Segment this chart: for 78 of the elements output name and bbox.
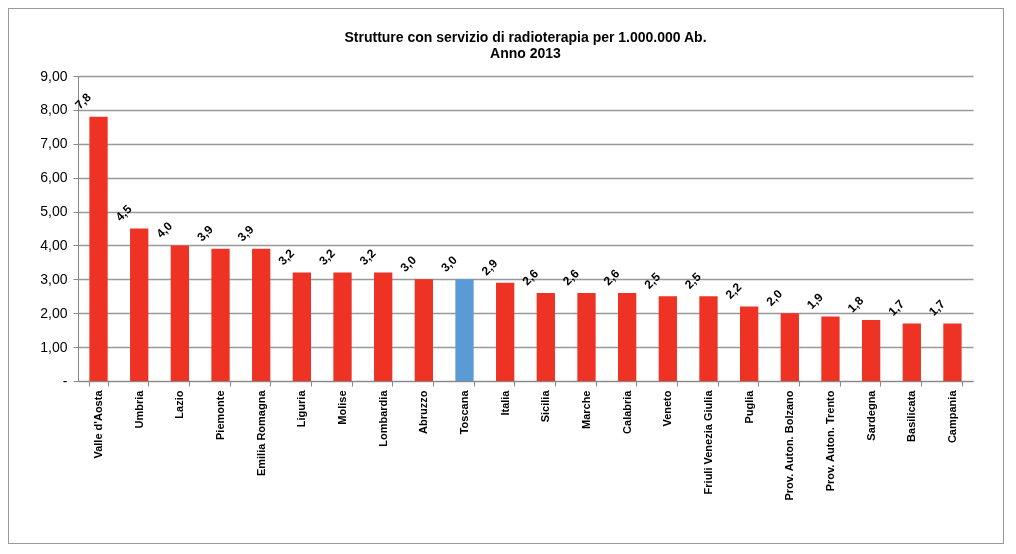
data-label: 3,2 [316,245,339,268]
chart-title: Strutture con servizio di radioterapia per 1.000.000 Ab. [344,29,707,45]
data-label: 3,2 [356,245,379,268]
y-tick-label: 3,00 [40,270,68,287]
bar [577,292,596,381]
data-label: 2,2 [722,279,745,302]
data-label: 4,5 [112,201,135,224]
x-tick-label: Veneto [661,390,674,427]
x-tick-label: Toscana [458,389,471,435]
y-tick-label: - [62,372,68,389]
bar [496,282,515,381]
bar [89,116,108,381]
data-label: 3,0 [438,252,461,275]
x-tick-label: Puglia [742,389,755,424]
x-tick-label: Marche [579,390,592,430]
x-tick-label: Calabria [620,389,633,434]
data-label: 1,8 [844,293,867,316]
x-tick-label: Piemonte [214,390,227,441]
chart-subtitle: Anno 2013 [490,45,562,61]
data-label: 3,0 [397,252,420,275]
data-label: 7,8 [72,90,95,112]
data-label: 4,0 [153,218,176,241]
y-tick-label: 9,00 [40,67,68,84]
data-label: 2,9 [478,256,501,279]
data-label: 1,7 [885,296,908,319]
data-label: 2,5 [641,269,664,292]
bar [861,320,881,381]
bar [943,323,962,381]
bar [821,316,840,381]
y-tick-label: 5,00 [40,203,68,220]
bar [170,245,190,381]
bar [292,272,311,381]
x-tick-label: Campania [945,389,958,444]
data-label: 2,0 [763,286,786,309]
data-label: 2,6 [600,266,623,289]
x-tick-label: Prov. Auton. Bolzano [783,390,796,501]
x-tick-label: Basilicata [905,389,918,442]
data-label: 3,2 [275,245,298,268]
y-tick-label: 1,00 [40,338,68,355]
x-tick-label: Liguria [295,389,308,428]
bar [618,292,637,381]
bar [536,292,555,381]
x-tick-label: Sardegna [864,389,877,441]
data-label: 3,9 [234,222,257,245]
x-tick-label: Umbria [132,389,145,429]
x-tick-label: Lazio [173,390,186,419]
data-label: 1,9 [804,289,826,312]
bar [699,296,718,381]
y-tick-label: 7,00 [40,135,68,152]
bar [658,296,677,381]
data-label: 2,6 [560,266,583,289]
y-tick-label: 8,00 [40,101,68,118]
bar [414,279,433,381]
x-tick-label: Abruzzo [417,390,430,434]
bar [780,313,799,381]
bar [252,248,271,381]
x-tick-label: Lombardia [376,389,389,447]
bar [333,272,352,381]
bar [455,279,474,381]
y-tick-label: 2,00 [40,304,68,321]
x-tick-label: Friuli Venezia Giulia [701,389,714,495]
x-tick-label: Valle d'Aosta [92,389,105,459]
data-label: 1,7 [926,296,948,319]
data-label: 2,5 [682,269,704,292]
bar [374,272,393,381]
data-label: 2,6 [519,266,542,289]
x-tick-label: Sicilia [539,389,552,423]
bar [130,228,149,381]
x-tick-label: Emilia Romagna [254,389,267,477]
x-tick-label: Prov. Auton. Trento [823,390,836,492]
x-tick-label: Italia [498,389,511,416]
data-label: 3,9 [194,222,217,245]
x-tick-label: Molise [336,390,349,425]
y-tick-label: 4,00 [40,236,68,253]
bar [902,323,921,381]
bar [740,306,759,381]
y-tick-label: 6,00 [40,169,68,186]
bar [211,248,230,381]
